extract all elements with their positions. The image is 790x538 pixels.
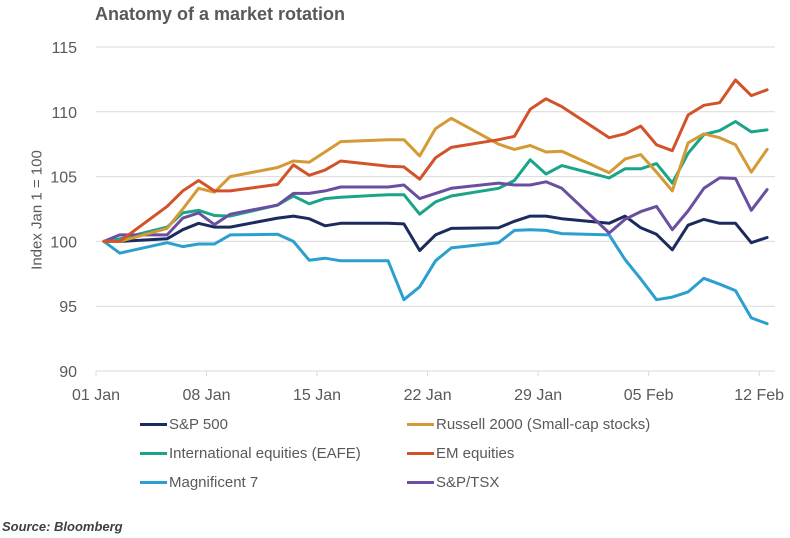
series-line-s-p-500 bbox=[102, 214, 769, 252]
legend-item-magnificent-7: Magnificent 7 bbox=[140, 471, 258, 493]
legend-label: Russell 2000 (Small-cap stocks) bbox=[436, 415, 651, 433]
x-tick-label: 22 Jan bbox=[404, 387, 452, 404]
legend-swatch-eafe bbox=[140, 451, 167, 455]
legend-swatch-sp500 bbox=[140, 422, 167, 426]
legend-label: Magnificent 7 bbox=[169, 473, 259, 491]
y-tick-label: 110 bbox=[51, 105, 77, 122]
y-tick-label: 95 bbox=[59, 299, 77, 316]
series-lines bbox=[102, 78, 769, 326]
source-note: Source: Bloomberg bbox=[2, 519, 123, 534]
x-tick-label: 08 Jan bbox=[183, 387, 231, 404]
x-tick-label: 29 Jan bbox=[514, 387, 562, 404]
legend-swatch-russell-2000 bbox=[407, 422, 434, 426]
y-tick-label: 105 bbox=[50, 170, 77, 187]
chart-title: Anatomy of a market rotation bbox=[95, 4, 346, 24]
y-axis-ticks: 90 95 100 105 110 115 bbox=[50, 40, 77, 381]
x-tick-label: 05 Feb bbox=[624, 387, 674, 404]
legend-label: International equities (EAFE) bbox=[169, 444, 361, 462]
line-chart: 90 95 100 105 110 115 01 Jan 08 Jan 15 Jan 22 Ja… bbox=[50, 40, 784, 404]
series-line-s-p-tsx bbox=[102, 176, 769, 243]
legend-label: EM equities bbox=[436, 444, 515, 462]
legend-label: S&P 500 bbox=[169, 415, 228, 433]
series-line-russell-2000-small-cap-stocks bbox=[102, 116, 769, 243]
series-line-em-equities bbox=[102, 78, 769, 243]
legend-swatch-em-equities bbox=[407, 451, 434, 455]
series-line-magnificent-7 bbox=[102, 228, 769, 326]
y-tick-label: 90 bbox=[59, 364, 77, 381]
x-tick-label: 15 Jan bbox=[293, 387, 341, 404]
y-tick-label: 100 bbox=[50, 234, 77, 251]
x-tick-label: 01 Jan bbox=[72, 387, 120, 404]
y-tick-label: 115 bbox=[51, 40, 77, 57]
legend-item-em-equities: EM equities bbox=[407, 442, 514, 464]
x-axis: 01 Jan 08 Jan 15 Jan 22 Jan 29 Jan 05 Feb 12 F… bbox=[72, 370, 784, 404]
x-tick-label: 12 Feb bbox=[734, 387, 784, 404]
legend-swatch-magnificent-7 bbox=[140, 480, 167, 484]
legend-swatch-sp-tsx bbox=[407, 480, 434, 484]
legend-item-sp-tsx: S&P/TSX bbox=[407, 471, 499, 493]
legend-label: S&P/TSX bbox=[436, 473, 500, 491]
legend-item-eafe: International equities (EAFE) bbox=[140, 442, 361, 464]
legend-item-sp500: S&P 500 bbox=[140, 413, 228, 435]
legend-item-russell-2000: Russell 2000 (Small-cap stocks) bbox=[407, 413, 650, 435]
